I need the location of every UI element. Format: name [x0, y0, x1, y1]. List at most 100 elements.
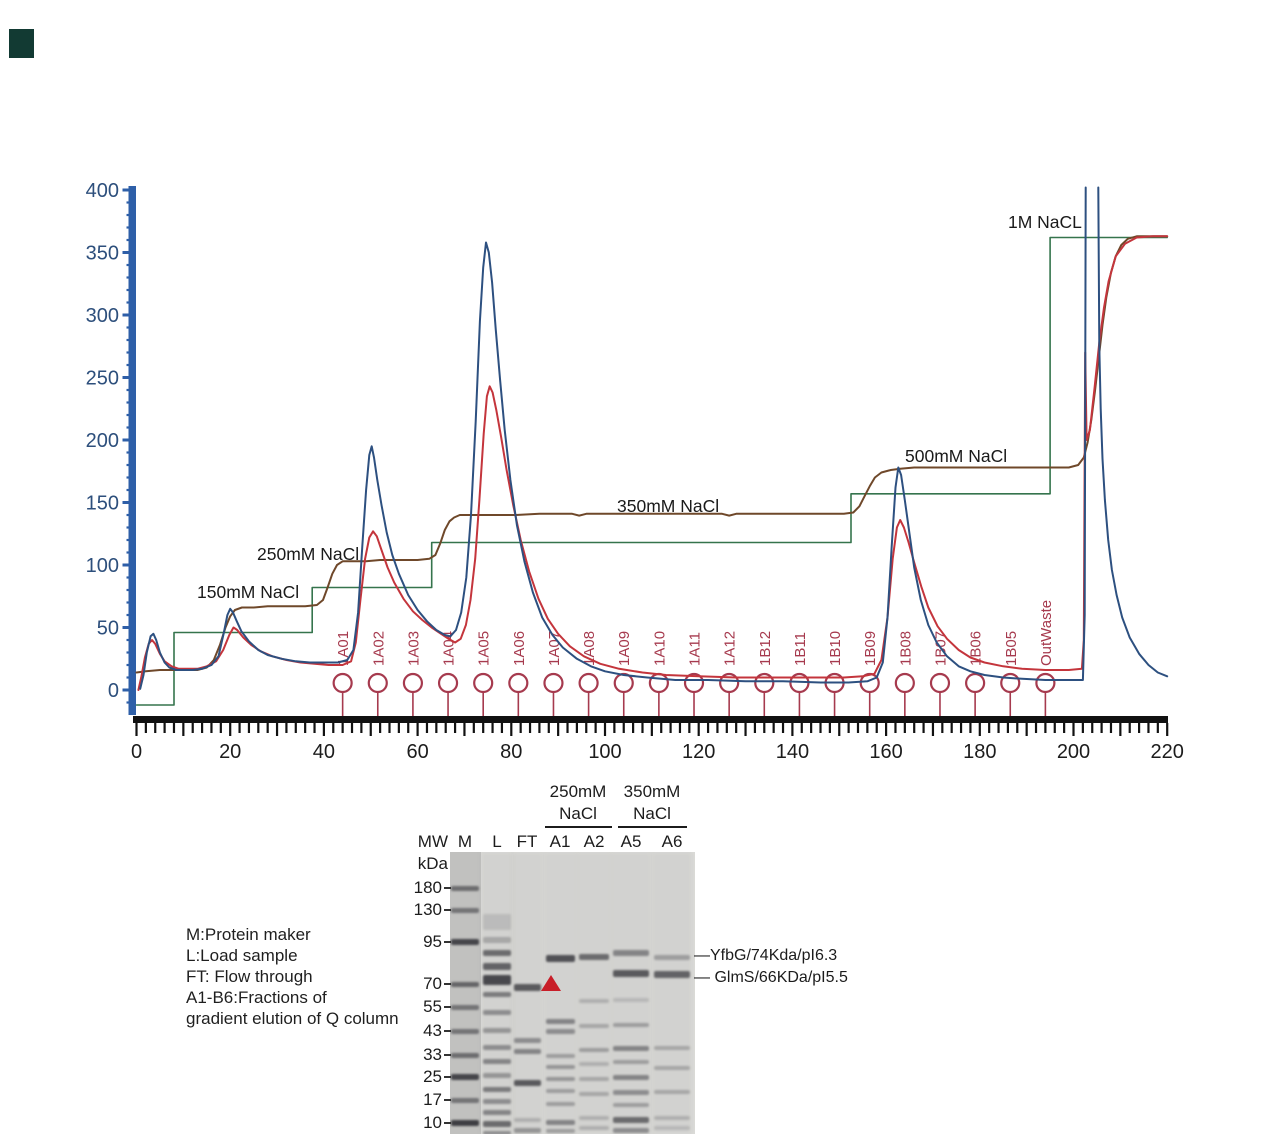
- y-axis-label: 0: [108, 680, 119, 702]
- nacl-step-annotation: 250mM NaCl: [257, 544, 359, 564]
- fraction-marker-circle: [473, 672, 494, 694]
- gel-band: [613, 1089, 649, 1095]
- fraction-label: 1A07: [546, 631, 563, 666]
- x-axis-label: 200: [1057, 741, 1090, 763]
- gel-band: [613, 969, 649, 977]
- gel-band: [483, 937, 511, 943]
- fraction-label: 1A06: [511, 631, 528, 666]
- gel-band: [545, 1065, 575, 1069]
- gel-band: [654, 1116, 690, 1120]
- y-axis-label: 300: [86, 305, 119, 327]
- y-axis-label: 400: [86, 180, 119, 202]
- gel-mw-value: 180: [413, 878, 442, 897]
- gel-mw-value: 95: [423, 932, 442, 951]
- gel-band: [483, 1121, 511, 1127]
- gel-band: [613, 1045, 649, 1051]
- gel-band: [579, 954, 609, 960]
- x-axis-label: 80: [500, 741, 522, 763]
- gel-band: [513, 1037, 541, 1043]
- gel-band: [513, 1080, 541, 1086]
- x-axis-label: 20: [219, 741, 241, 763]
- fraction-label: 1A05: [476, 631, 493, 666]
- fraction-label: 1B05: [1003, 631, 1020, 666]
- gel-band: [483, 950, 511, 956]
- fraction-marker-circle: [965, 672, 986, 694]
- fraction-marker-circle: [683, 672, 705, 694]
- gel-lane-label-A2: A2: [583, 832, 605, 851]
- legend-line-3: FT: Flow through: [186, 967, 313, 986]
- gel-band: [451, 907, 479, 913]
- gel-lane-label-M: M: [457, 832, 473, 851]
- gel-mw-value: 130: [413, 900, 442, 919]
- gel-band: [579, 1062, 609, 1066]
- y-axis-bar: [128, 186, 136, 715]
- fraction-marker-circle: [402, 672, 424, 694]
- fraction-label: 1A11: [687, 632, 704, 666]
- gel-band: [483, 1131, 511, 1134]
- gel-group-underline-0: [545, 826, 612, 828]
- gel-group-underline-1: [618, 826, 687, 828]
- nacl-step-annotation: 150mM NaCl: [197, 582, 299, 602]
- gel-mw-tick: [444, 1122, 451, 1124]
- gel-band: [545, 1054, 575, 1058]
- nacl-step-annotation: 500mM NaCl: [905, 446, 1007, 466]
- gel-kda-header: kDa: [417, 854, 448, 873]
- sds-page-gel-image: [450, 852, 695, 1134]
- gel-group-conc-0: 250mM: [549, 782, 607, 801]
- gel-band: [483, 1044, 511, 1050]
- fraction-marker-circle: [613, 672, 634, 694]
- gel-band: [513, 1048, 541, 1054]
- fraction-label: 1B11: [792, 632, 809, 666]
- gel-lane-label-A1: A1: [549, 832, 571, 851]
- gel-group-conc-1: 350mM: [623, 782, 681, 801]
- fraction-label: 1A02: [370, 631, 387, 666]
- gel-band: [654, 954, 690, 960]
- gel-mw-tick: [444, 1030, 451, 1032]
- gel-band: [613, 950, 649, 956]
- gel-mw-value: 17: [423, 1090, 442, 1109]
- gel-band: [483, 1086, 511, 1092]
- gel-mw-value: 10: [423, 1113, 442, 1132]
- red-arrowhead-marker: [541, 975, 561, 991]
- gel-band: [613, 1060, 649, 1064]
- gel-mw-tick: [444, 909, 451, 911]
- x-axis-label: 60: [406, 741, 428, 763]
- gel-band: [483, 914, 511, 930]
- fraction-marker-circle: [543, 672, 564, 694]
- gel-mw-value: 25: [423, 1067, 442, 1086]
- gel-band: [545, 1028, 575, 1034]
- fraction-label: 1A12: [722, 631, 739, 666]
- gel-band: [451, 1074, 479, 1080]
- gel-mw-value: 33: [423, 1045, 442, 1064]
- gel-band: [451, 981, 479, 987]
- gel-lane-label-A6: A6: [661, 832, 683, 851]
- gel-band: [654, 1066, 690, 1070]
- gel-mw-value: 55: [423, 997, 442, 1016]
- gel-band: [613, 1023, 649, 1027]
- fraction-label: 1B09: [862, 631, 879, 666]
- gel-band: [613, 1117, 649, 1123]
- fraction-marker-circle: [929, 672, 951, 694]
- gel-mw-tick: [444, 983, 451, 985]
- gel-band: [654, 970, 690, 978]
- protein-band-label-0: —YfbG/74Kda/pI6.3: [694, 947, 838, 964]
- gel-band: [483, 1072, 511, 1078]
- gel-band: [483, 991, 511, 997]
- gel-lane-streak: [611, 852, 651, 1134]
- gel-marker-lane-shade: [450, 852, 481, 1134]
- gel-band: [545, 1129, 575, 1133]
- curve-uv-trace-blue: [139, 186, 1169, 690]
- gel-mw-tick: [444, 1054, 451, 1056]
- gel-band: [513, 1118, 541, 1122]
- gel-band: [613, 1103, 649, 1107]
- gel-legend-text: M:Protein maker L:Load sample FT: Flow t…: [186, 924, 399, 1029]
- gel-band: [579, 1077, 609, 1081]
- gel-group-nacl-0: NaCl: [559, 804, 597, 823]
- gel-lane-streak: [577, 852, 611, 1134]
- gel-band: [483, 1009, 511, 1015]
- x-axis-label: 140: [776, 741, 809, 763]
- gel-lane-streak: [543, 852, 577, 1134]
- y-axis-label: 350: [86, 243, 119, 265]
- y-axis-label: 150: [86, 493, 119, 515]
